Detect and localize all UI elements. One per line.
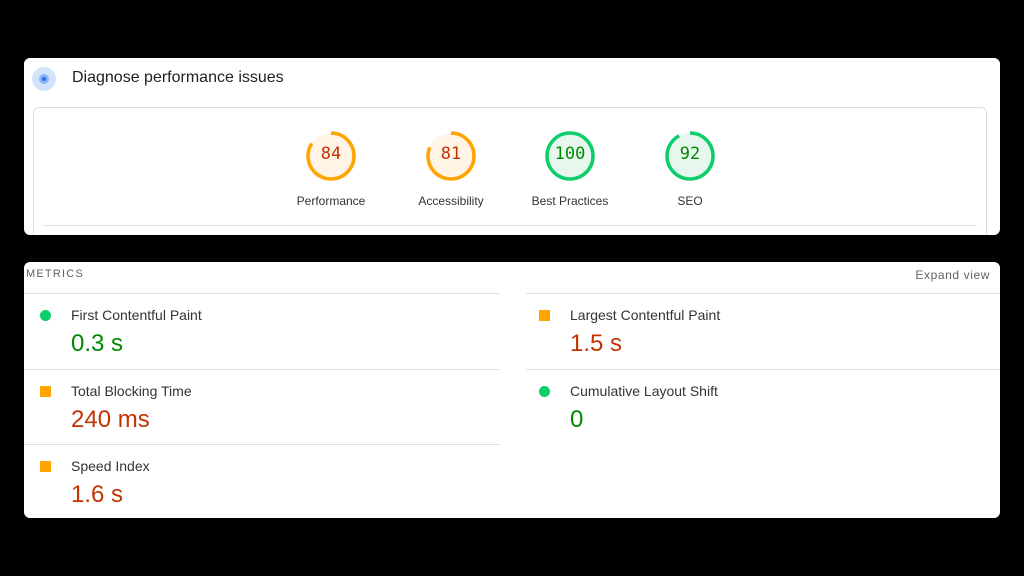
gauge-accessibility[interactable]: 81 Accessibility <box>391 130 511 208</box>
gauge-label: Accessibility <box>418 194 484 208</box>
gauge-background <box>547 133 593 179</box>
divider <box>526 293 1000 294</box>
gauge-background <box>428 133 474 179</box>
metrics-heading: METRICS <box>26 268 84 280</box>
gauge-ring <box>306 131 356 181</box>
lighthouse-icon <box>32 67 56 91</box>
metric-name: Largest Contentful Paint <box>570 307 721 323</box>
gauge-background <box>308 133 354 179</box>
metric-value: 0 <box>570 406 584 433</box>
status-icon <box>40 386 51 397</box>
gauge-score: 84 <box>320 144 342 164</box>
gauge-label: Performance <box>296 194 366 208</box>
divider <box>24 293 500 294</box>
divider <box>24 444 500 445</box>
metric-name: Total Blocking Time <box>71 383 192 399</box>
scores-container: 84 Performance 81 Accessibility 100 Best Pr… <box>33 107 987 235</box>
status-icon <box>539 310 550 321</box>
metric-value: 0.3 s <box>71 330 124 357</box>
status-icon <box>40 310 51 321</box>
metric-name: First Contentful Paint <box>71 307 202 323</box>
expand-view-button[interactable]: Expand view <box>915 268 990 282</box>
gauge-label: SEO <box>677 194 703 208</box>
divider <box>24 369 500 370</box>
gauge-score: 92 <box>679 144 701 164</box>
gauge-arc <box>545 131 595 181</box>
gauge-label: Best Practices <box>531 194 609 208</box>
metric-value: 1.6 s <box>71 481 124 508</box>
gauge-score: 81 <box>440 144 462 164</box>
status-icon <box>40 461 51 472</box>
gauge-arc <box>665 131 715 181</box>
gauge-seo[interactable]: 92 SEO <box>630 130 750 208</box>
panel-title: Diagnose performance issues <box>72 69 284 86</box>
divider <box>526 369 1000 370</box>
gauge-arc <box>426 131 476 181</box>
diagnose-panel: Diagnose performance issues 84 Performanc… <box>24 58 1000 235</box>
divider <box>43 225 977 226</box>
gauge-ring <box>426 131 476 181</box>
gauge-background <box>667 133 713 179</box>
metric-name: Cumulative Layout Shift <box>570 383 718 399</box>
metrics-panel: METRICS Expand view First Contentful Pai… <box>24 262 1000 518</box>
metric-value: 1.5 s <box>570 330 623 357</box>
gauge-best-practices[interactable]: 100 Best Practices <box>510 130 630 208</box>
gauge-ring <box>545 131 595 181</box>
metric-value: 240 ms <box>71 406 150 433</box>
gauge-performance[interactable]: 84 Performance <box>271 130 391 208</box>
metric-name: Speed Index <box>71 458 150 474</box>
status-icon <box>539 386 550 397</box>
gauge-arc <box>306 131 356 181</box>
gauge-ring <box>665 131 715 181</box>
gauge-score: 100 <box>554 144 586 164</box>
